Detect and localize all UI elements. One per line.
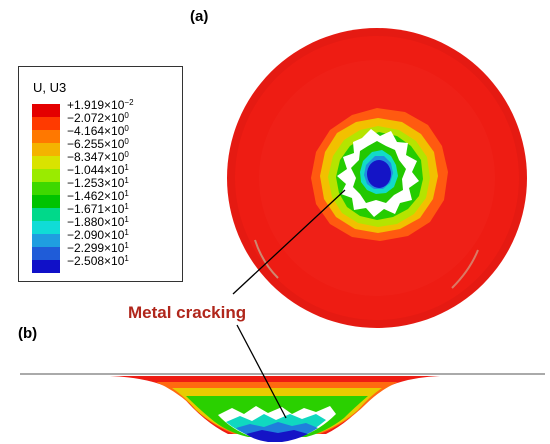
legend-swatch xyxy=(32,208,60,221)
legend-value: −1.671×101 xyxy=(67,202,129,216)
legend-value: −6.255×100 xyxy=(67,137,129,151)
legend-swatch xyxy=(32,260,60,273)
metal-cracking-callout: Metal cracking xyxy=(128,303,247,322)
legend-value: −2.090×101 xyxy=(67,228,129,242)
legend-value: −1.253×101 xyxy=(67,176,129,190)
section-core-darkblue xyxy=(246,430,308,442)
legend-value: +1.919×10−2 xyxy=(67,98,134,112)
legend-swatch xyxy=(32,247,60,260)
legend-swatch xyxy=(32,234,60,247)
panel-b-cross-section xyxy=(20,373,545,442)
legend-swatch xyxy=(32,143,60,156)
legend-swatch xyxy=(32,117,60,130)
legend-value: −8.347×100 xyxy=(67,150,129,164)
legend-value: −2.299×101 xyxy=(67,241,129,255)
legend-swatch xyxy=(32,221,60,234)
legend-title: U, U3 xyxy=(33,80,67,95)
legend-swatch xyxy=(32,130,60,143)
panel-b-label: (b) xyxy=(18,325,38,342)
legend-swatch xyxy=(32,104,60,117)
panel-a-label: (a) xyxy=(190,8,209,25)
legend-value: −4.164×100 xyxy=(67,124,129,138)
contour-core-darkblue xyxy=(367,160,391,188)
contour-legend: U, U3 +1.919×10−2 −2.072×100 −4.164×100 −6.… xyxy=(18,66,183,282)
legend-value: −1.462×101 xyxy=(67,189,129,203)
leader-line-top xyxy=(232,189,346,295)
legend-value: −1.044×101 xyxy=(67,163,129,177)
legend-value: −2.508×101 xyxy=(67,254,129,268)
legend-swatch xyxy=(32,195,60,208)
leader-line-bottom xyxy=(236,324,287,419)
panel-a-top-view xyxy=(227,28,527,328)
legend-swatch xyxy=(32,169,60,182)
legend-swatch xyxy=(32,182,60,195)
legend-swatch xyxy=(32,156,60,169)
legend-value: −1.880×101 xyxy=(67,215,129,229)
legend-value: −2.072×100 xyxy=(67,111,129,125)
